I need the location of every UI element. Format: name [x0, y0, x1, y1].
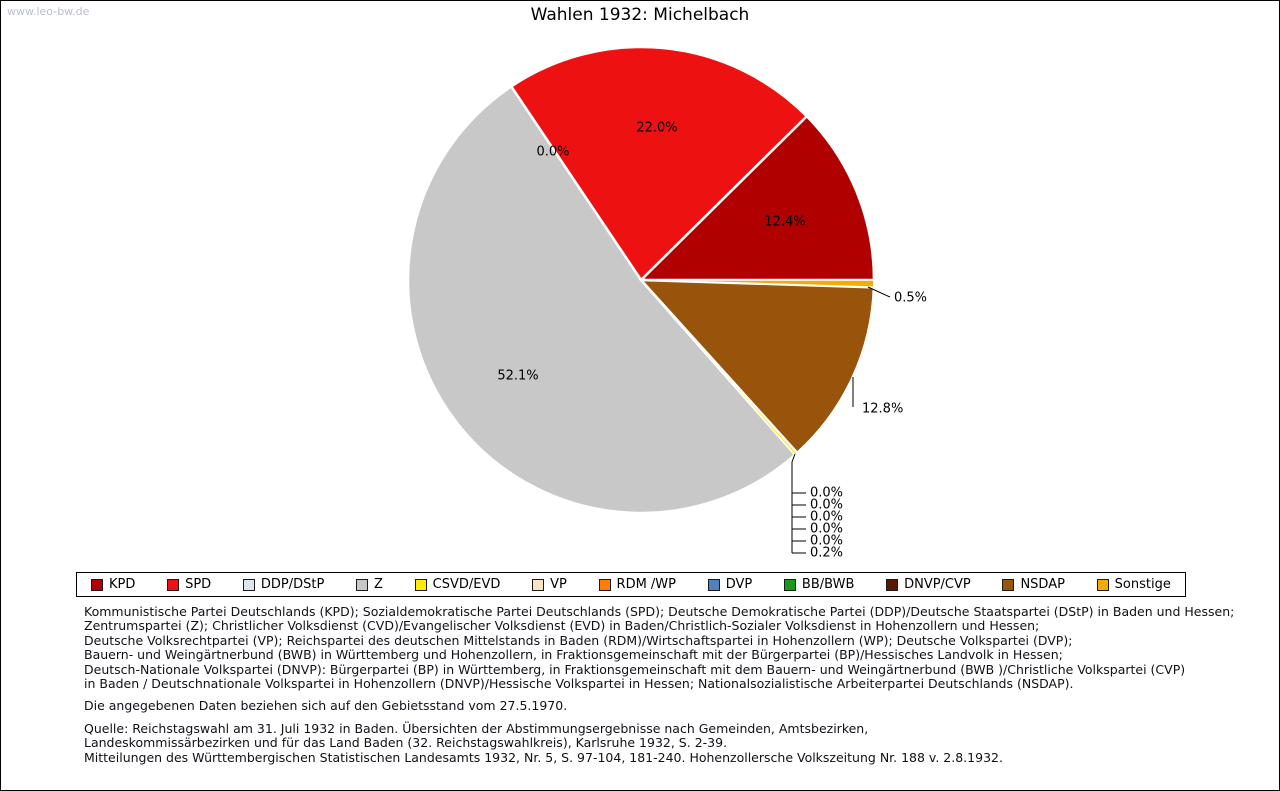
- legend-label: DDP/DStP: [260, 577, 325, 592]
- footnote-line: Deutsch-Nationale Volkspartei (DNVP): Bü…: [84, 661, 1186, 677]
- pie-slice-spd: [509, 45, 809, 282]
- legend-label: KPD: [109, 577, 136, 592]
- stack-leader-line: [791, 453, 796, 553]
- sonstige-percent-label: 0.5%: [894, 290, 928, 306]
- legend-label: NSDAP: [1020, 577, 1065, 592]
- stack-percent-label: 0.0%: [810, 497, 844, 513]
- ddp-percent-label: 0.0%: [536, 144, 570, 160]
- nsdap-percent-label: 12.8%: [862, 401, 904, 417]
- legend-item-z: Z: [356, 577, 383, 592]
- legend-swatch-vp: [532, 578, 545, 591]
- stack-percent-label: 0.0%: [810, 521, 844, 537]
- stack-percent-label: 0.0%: [810, 533, 844, 549]
- footnote-line: Quelle: Reichstagswahl am 31. Juli 1932 …: [84, 720, 869, 736]
- footnote-line: Kommunistische Partei Deutschlands (KPD)…: [84, 604, 1235, 619]
- footnote-line: in Baden / Deutschnationale Volkspartei …: [84, 676, 1074, 692]
- legend-item-dvp: DVP: [707, 577, 753, 592]
- footnote-line: Deutsche Volksrechtpartei (VP); Reichspa…: [84, 632, 1073, 648]
- legend-item-kpd: KPD: [91, 577, 135, 592]
- stack-percent-label: 0.0%: [810, 485, 844, 501]
- pie-slice-kpd: [637, 114, 876, 282]
- legend-swatch-dnvp-cvp: [886, 578, 899, 591]
- legend-swatch-kpd: [91, 578, 103, 591]
- legend-item-sonstige: Sonstige: [1096, 577, 1171, 592]
- pie-slices: [406, 45, 876, 515]
- kpd-percent-label: 12.4%: [764, 214, 806, 230]
- stack-percent-label: 0.0%: [810, 509, 844, 525]
- legend-label: Z: [374, 577, 383, 592]
- legend-item-ddp-dstp: DDP/DStP: [242, 577, 325, 592]
- legend-swatch-dvp: [707, 578, 720, 591]
- footnotes: Kommunistische Partei Deutschlands (KPD)…: [84, 604, 1235, 765]
- legend-label: CSVD/EVD: [432, 577, 501, 592]
- spd-percent-label: 22.0%: [636, 120, 678, 136]
- legend-item-dnvp-cvp: DNVP/CVP: [886, 577, 971, 592]
- chart-title: Wahlen 1932: Michelbach: [530, 5, 750, 25]
- legend-item-spd: SPD: [167, 577, 211, 592]
- legend-item-bb-bwb: BB/BWB: [783, 577, 855, 592]
- legend-item-csvd-evd: CSVD/EVD: [414, 577, 501, 592]
- legend-label: SPD: [185, 577, 212, 592]
- pie-slice-z: [406, 84, 797, 515]
- legend-item-vp: VP: [532, 577, 567, 592]
- footnote-line: Mitteilungen des Württembergischen Stati…: [84, 749, 1003, 765]
- territorial-note: Die angegebenen Daten beziehen sich auf …: [84, 698, 568, 714]
- footnote-line: Landeskommissärbezirken und für das Land…: [84, 735, 728, 751]
- legend-label: DVP: [725, 577, 753, 592]
- legend-label: DNVP/CVP: [904, 577, 971, 592]
- legend-label: BB/BWB: [801, 577, 855, 592]
- legend-swatch-z: [356, 578, 369, 591]
- leader-lines: [791, 286, 891, 554]
- legend-swatch-sonstige: [1096, 578, 1109, 591]
- footnote-line: Zentrumspartei (Z); Christlicher Volksdi…: [84, 618, 1040, 634]
- legend-swatch-rdm-wp: [598, 578, 611, 591]
- legend-swatch-ddp-dstp: [242, 578, 255, 591]
- stack-percent-label: 0.2%: [810, 545, 844, 561]
- legend-item-nsdap: NSDAP: [1002, 577, 1065, 592]
- pie-slice-sonstige: [640, 279, 875, 289]
- legend-label: Sonstige: [1114, 577, 1171, 592]
- pie-slice-nsdap: [638, 278, 876, 455]
- watermark: www.leo-bw.de: [7, 5, 90, 18]
- legend-swatch-nsdap: [1002, 578, 1015, 591]
- stack-tick-lines: [792, 492, 806, 554]
- party-key-text: Kommunistische Partei Deutschlands (KPD)…: [84, 604, 1235, 692]
- sonstige-leader-line: [867, 286, 891, 298]
- legend-swatch-spd: [167, 578, 180, 591]
- legend-label: RDM /WP: [616, 577, 676, 592]
- footnote-line: Bauern- und Weingärtnerbund (BWB) in Wür…: [84, 647, 1063, 663]
- legend-label: VP: [550, 577, 567, 592]
- legend: KPD SPD DDP/DStP Z CSVD/EVD VP RDM /WP DVP BB/BW…: [76, 572, 1186, 597]
- legend-item-rdm-wp: RDM /WP: [598, 577, 676, 592]
- source-citation: Quelle: Reichstagswahl am 31. Juli 1932 …: [84, 720, 1234, 765]
- z-percent-label: 52.1%: [497, 368, 539, 384]
- legend-swatch-bb-bwb: [783, 578, 796, 591]
- legend-swatch-csvd-evd: [414, 578, 427, 591]
